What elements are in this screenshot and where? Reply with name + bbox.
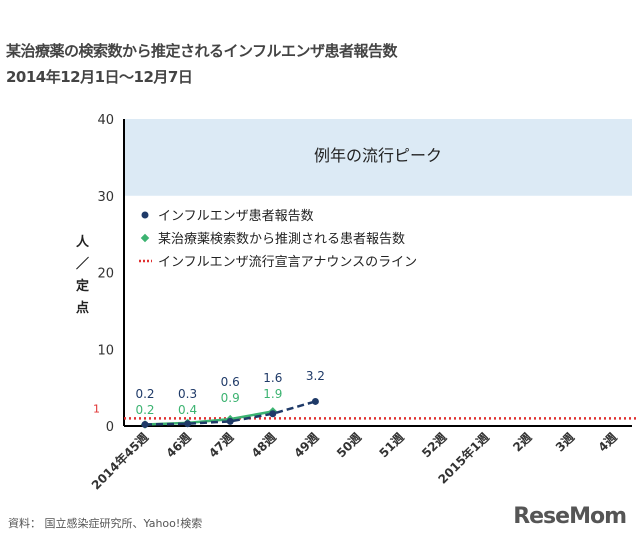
x-tick-label: 48週 — [248, 430, 279, 461]
y-tick-label: 10 — [97, 343, 114, 358]
y-tick-label: 40 — [97, 113, 114, 128]
data-label-reported: 3.2 — [306, 369, 325, 383]
logo: ReseMom — [513, 504, 627, 529]
data-label-reported: 0.2 — [135, 387, 154, 401]
data-label-estimated: 1.9 — [263, 387, 282, 401]
x-tick-label: 51週 — [376, 430, 407, 461]
data-point-reported — [269, 410, 277, 418]
reference-line-label: 1 — [93, 402, 100, 415]
data-label-reported: 0.6 — [221, 375, 240, 389]
y-axis-label: 人／定点 — [75, 235, 89, 316]
x-tick-label: 47週 — [205, 430, 236, 461]
x-tick-label: 4週 — [595, 430, 620, 455]
data-label-reported: 1.6 — [263, 371, 282, 385]
legend-label-reference: インフルエンザ流行宣言アナウンスのライン — [158, 254, 417, 270]
legend-label-estimated: 某治療薬検索数から推測される患者報告数 — [158, 232, 405, 247]
x-tick-label: 2014年45週 — [88, 430, 151, 493]
data-label-estimated: 0.2 — [135, 403, 154, 417]
x-tick-label: 49週 — [291, 430, 322, 461]
series-line-estimated — [144, 410, 274, 426]
peak-band-label: 例年の流行ピーク — [314, 146, 442, 165]
data-label-estimated: 0.4 — [178, 403, 197, 417]
x-tick-label: 50週 — [333, 430, 364, 461]
x-tick-label: 3週 — [552, 430, 577, 455]
x-tick-label: 46週 — [163, 430, 194, 461]
source-note: 資料： 国立感染症研究所、Yahoo!検索 — [8, 517, 203, 530]
legend-label-reported: インフルエンザ患者報告数 — [158, 209, 314, 224]
data-point-reported — [141, 420, 149, 428]
data-point-reported — [226, 417, 234, 425]
data-point-reported — [311, 397, 319, 405]
chart-title: 某治療薬の検索数から推定されるインフルエンザ患者報告数 — [6, 42, 398, 60]
data-label-reported: 0.3 — [178, 387, 197, 401]
y-tick-label: 30 — [97, 190, 114, 205]
x-tick-label: 2週 — [510, 430, 535, 455]
peak-band — [124, 119, 632, 196]
legend-marker-reported — [141, 211, 149, 219]
data-label-estimated: 0.9 — [221, 391, 240, 405]
y-tick-label: 20 — [97, 267, 114, 282]
legend-marker-estimated — [140, 233, 150, 243]
data-point-reported — [184, 420, 192, 428]
x-tick-label: 52週 — [418, 430, 449, 461]
chart-subtitle: 2014年12月1日～12月7日 — [6, 68, 193, 86]
series-line-reported — [144, 400, 316, 426]
y-tick-label: 0 — [106, 420, 114, 435]
